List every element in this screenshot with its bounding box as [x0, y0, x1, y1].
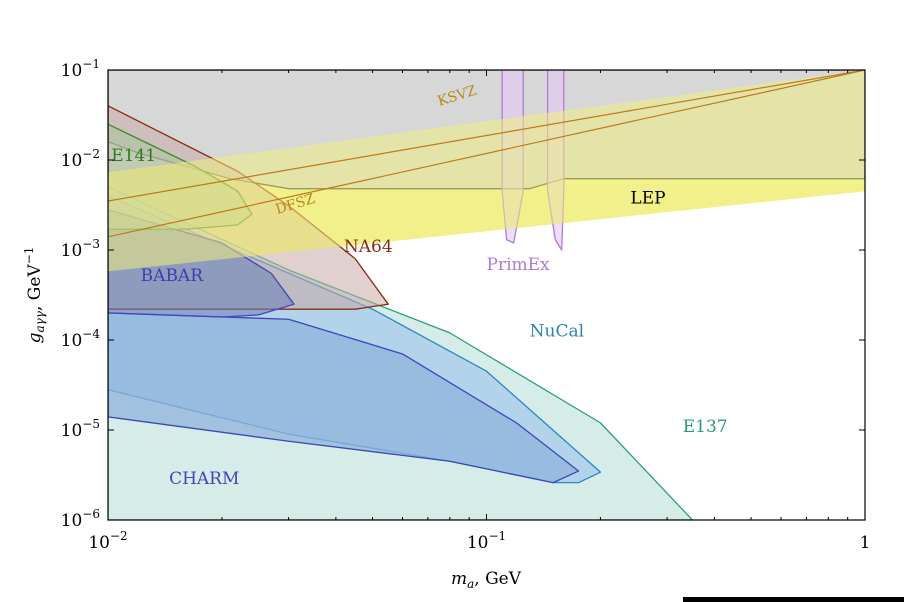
label-babar: BABAR	[141, 266, 205, 286]
label-nucal: NuCal	[530, 321, 584, 341]
y-tick-label: 10−2	[61, 147, 100, 171]
label-charm: CHARM	[169, 469, 239, 489]
band-overlay-qcd-axion-band	[108, 70, 865, 272]
label-e141: E141	[111, 146, 156, 166]
axis-ticks: 10−2 10−1 1 10−6 10−5 10−4 10−3 10−2 10−1	[61, 57, 871, 553]
label-lep: LEP	[630, 188, 665, 208]
x-tick-label: 1	[860, 533, 871, 553]
line-ksvz	[108, 70, 865, 202]
plot-area	[108, 70, 865, 520]
y-tick-label: 10−3	[61, 237, 100, 261]
x-tick-label: 10−1	[467, 529, 506, 553]
label-na64: NA64	[344, 237, 393, 257]
y-axis-label: gaγγ, GeV−1	[22, 247, 47, 344]
y-tick-label: 10−1	[61, 57, 100, 81]
y-tick-label: 10−6	[61, 507, 100, 531]
x-axis-label: ma, GeV	[451, 569, 522, 591]
x-tick-label: 10−2	[88, 529, 127, 553]
y-tick-label: 10−5	[61, 417, 100, 441]
label-e137: E137	[683, 417, 728, 437]
label-primex: PrimEx	[487, 255, 551, 275]
corner-bar	[683, 597, 904, 602]
region-charm-3	[108, 312, 580, 484]
line-dfsz	[108, 70, 865, 238]
y-tick-label: 10−4	[61, 327, 101, 351]
